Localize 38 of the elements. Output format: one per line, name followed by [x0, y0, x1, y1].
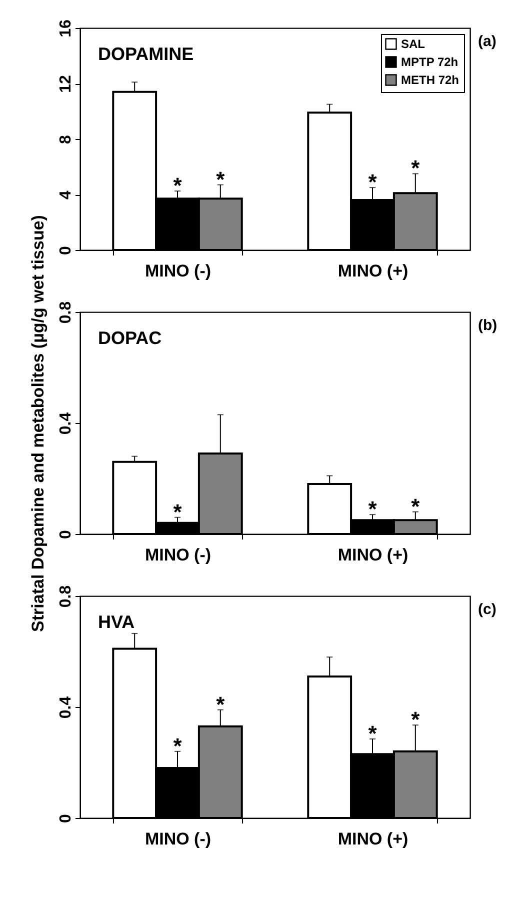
- legend-label: METH 72h: [401, 73, 460, 87]
- y-tick-label: 0: [58, 530, 74, 539]
- data-label: *: [216, 692, 226, 717]
- data-label: *: [411, 156, 420, 181]
- text: HVA: [98, 612, 135, 632]
- x-tick-label: MINO (-): [144, 546, 212, 564]
- x-tick-label: MINO (+): [338, 546, 408, 564]
- y-tick-label: 0.8: [58, 585, 74, 608]
- data-label: *: [173, 733, 182, 758]
- data-label: *: [216, 166, 226, 192]
- text: (a): [478, 33, 496, 50]
- y-tick-label: 16: [58, 20, 74, 38]
- y-tick-label: 0.4: [58, 412, 74, 435]
- y-tick-label: 8: [58, 134, 74, 144]
- y-tick-label: 0: [58, 814, 74, 823]
- y-tick-label: 0: [58, 246, 74, 255]
- data-label: *: [411, 707, 420, 732]
- data-label: *: [368, 720, 378, 746]
- legend-label: MPTP 72h: [401, 55, 458, 69]
- x-tick-label: MINO (-): [144, 262, 212, 280]
- y-tick-label: 0.8: [58, 301, 74, 324]
- data-label: *: [411, 494, 420, 519]
- text: (b): [478, 317, 498, 334]
- x-tick-label: MINO (+): [338, 830, 408, 848]
- y-axis-title: Striatal Dopamine and metabolites (µg/g wet tissue): [28, 215, 48, 632]
- y-tick-label: 4: [58, 190, 74, 200]
- data-label: *: [173, 173, 182, 198]
- y-tick-label: 0.4: [58, 696, 74, 719]
- text: DOPAC: [98, 328, 162, 348]
- y-tick-label: 12: [58, 75, 74, 93]
- legend-label: SAL: [401, 37, 425, 51]
- data-label: *: [368, 496, 378, 522]
- data-label: *: [368, 170, 378, 195]
- data-label: *: [173, 499, 182, 524]
- text: DOPAMINE: [98, 44, 194, 64]
- x-tick-label: MINO (+): [338, 262, 408, 280]
- x-tick-label: MINO (-): [144, 830, 212, 848]
- text: (c): [478, 601, 496, 618]
